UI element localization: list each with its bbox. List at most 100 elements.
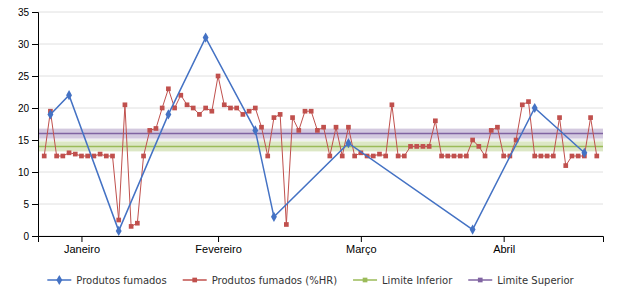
series-marker bbox=[581, 148, 587, 158]
series-marker bbox=[445, 154, 450, 159]
y-tick-label: 5 bbox=[23, 199, 29, 210]
series-marker bbox=[191, 106, 196, 111]
series-marker bbox=[296, 128, 301, 133]
series-marker bbox=[85, 154, 90, 159]
series-marker bbox=[390, 102, 395, 107]
series-marker bbox=[54, 154, 59, 159]
series-marker bbox=[66, 90, 72, 100]
series-marker bbox=[352, 154, 357, 159]
x-tick-label: Março bbox=[346, 243, 377, 255]
y-tick-mark bbox=[32, 76, 38, 77]
series-marker bbox=[303, 109, 308, 114]
series bbox=[42, 74, 599, 229]
series-marker bbox=[210, 109, 215, 114]
y-tick: 20 bbox=[18, 103, 38, 114]
series-marker bbox=[334, 125, 339, 130]
series-marker bbox=[47, 109, 53, 119]
series-marker bbox=[228, 106, 233, 111]
grid-line bbox=[38, 44, 603, 45]
series-marker bbox=[241, 112, 246, 117]
series-marker bbox=[110, 154, 115, 159]
series-marker bbox=[141, 154, 146, 159]
series-marker bbox=[309, 109, 314, 114]
y-tick: 30 bbox=[18, 39, 38, 50]
x-tick: Abril bbox=[493, 236, 515, 255]
legend-item: Produtos fumados (%HR) bbox=[183, 275, 337, 286]
x-tick-label: Janeiro bbox=[64, 243, 100, 255]
series-marker bbox=[166, 86, 171, 91]
y-tick-mark bbox=[32, 108, 38, 109]
y-tick-label: 35 bbox=[18, 7, 30, 18]
x-tick: Fevereiro bbox=[195, 236, 241, 255]
series-marker bbox=[123, 102, 128, 107]
series-marker bbox=[345, 138, 351, 148]
y-tick-label: 25 bbox=[18, 71, 30, 82]
legend-label: Produtos fumados (%HR) bbox=[212, 275, 337, 286]
series-marker bbox=[557, 115, 562, 120]
limit-line bbox=[38, 133, 603, 135]
y-tick-mark bbox=[32, 236, 38, 237]
series-marker bbox=[154, 126, 159, 131]
series-marker bbox=[551, 154, 556, 159]
series-marker bbox=[470, 138, 475, 143]
series-marker bbox=[414, 144, 419, 149]
series-marker bbox=[271, 212, 277, 222]
series-line bbox=[50, 38, 584, 231]
y-tick-label: 30 bbox=[18, 39, 30, 50]
series-marker bbox=[259, 125, 264, 130]
y-tick: 10 bbox=[18, 167, 38, 178]
series-marker bbox=[185, 102, 190, 107]
series-marker bbox=[42, 154, 47, 159]
series-line bbox=[44, 76, 597, 226]
series-marker bbox=[272, 115, 277, 120]
x-axis-line bbox=[39, 237, 604, 243]
series-marker bbox=[160, 106, 165, 111]
grid-line bbox=[38, 204, 603, 205]
y-tick: 35 bbox=[18, 7, 38, 18]
series-marker bbox=[433, 118, 438, 123]
y-tick-mark bbox=[32, 140, 38, 141]
series-marker bbox=[532, 103, 538, 113]
y-tick: 0 bbox=[23, 231, 38, 242]
series-marker bbox=[563, 163, 568, 168]
series-marker bbox=[402, 154, 407, 159]
legend-swatch-marker bbox=[192, 278, 197, 283]
chart: JaneiroFevereiroMarçoAbril05101520253035… bbox=[0, 0, 621, 294]
x-axis: Janeiro Fevereiro Março Abril bbox=[39, 236, 604, 255]
y-axis-line bbox=[32, 13, 39, 237]
x-tick-mark bbox=[361, 236, 362, 242]
series-marker bbox=[104, 154, 109, 159]
series-marker bbox=[383, 154, 388, 159]
series-marker bbox=[396, 154, 401, 159]
grid-line bbox=[38, 108, 603, 109]
legend-item: Limite Superior bbox=[468, 275, 574, 286]
x-tick-mark bbox=[218, 236, 219, 242]
series-marker bbox=[520, 102, 525, 107]
series-marker bbox=[253, 106, 258, 111]
grid-line bbox=[38, 76, 603, 77]
series-marker bbox=[315, 128, 320, 133]
legend-label: Limite Superior bbox=[497, 275, 574, 286]
legend-label: Produtos fumados bbox=[76, 275, 166, 286]
x-tick-label: Fevereiro bbox=[195, 243, 241, 255]
legend-swatch-marker bbox=[478, 278, 483, 283]
y-tick-label: 10 bbox=[18, 167, 30, 178]
series-marker bbox=[247, 109, 252, 114]
series-marker bbox=[265, 154, 270, 159]
y-axis: 05101520253035 bbox=[18, 7, 39, 242]
series-marker bbox=[67, 150, 72, 155]
series-marker bbox=[203, 106, 208, 111]
y-tick: 5 bbox=[23, 199, 38, 210]
legend-label: Limite Inferior bbox=[382, 275, 453, 286]
series-marker bbox=[203, 33, 209, 43]
series-marker bbox=[60, 154, 65, 159]
series bbox=[47, 33, 587, 236]
y-tick-mark bbox=[32, 204, 38, 205]
series-marker bbox=[439, 154, 444, 159]
series-marker bbox=[197, 112, 202, 117]
y-tick: 25 bbox=[18, 71, 38, 82]
series-marker bbox=[408, 144, 413, 149]
series-marker bbox=[135, 221, 140, 226]
series-marker bbox=[594, 154, 599, 159]
x-tick: Janeiro bbox=[64, 236, 100, 255]
